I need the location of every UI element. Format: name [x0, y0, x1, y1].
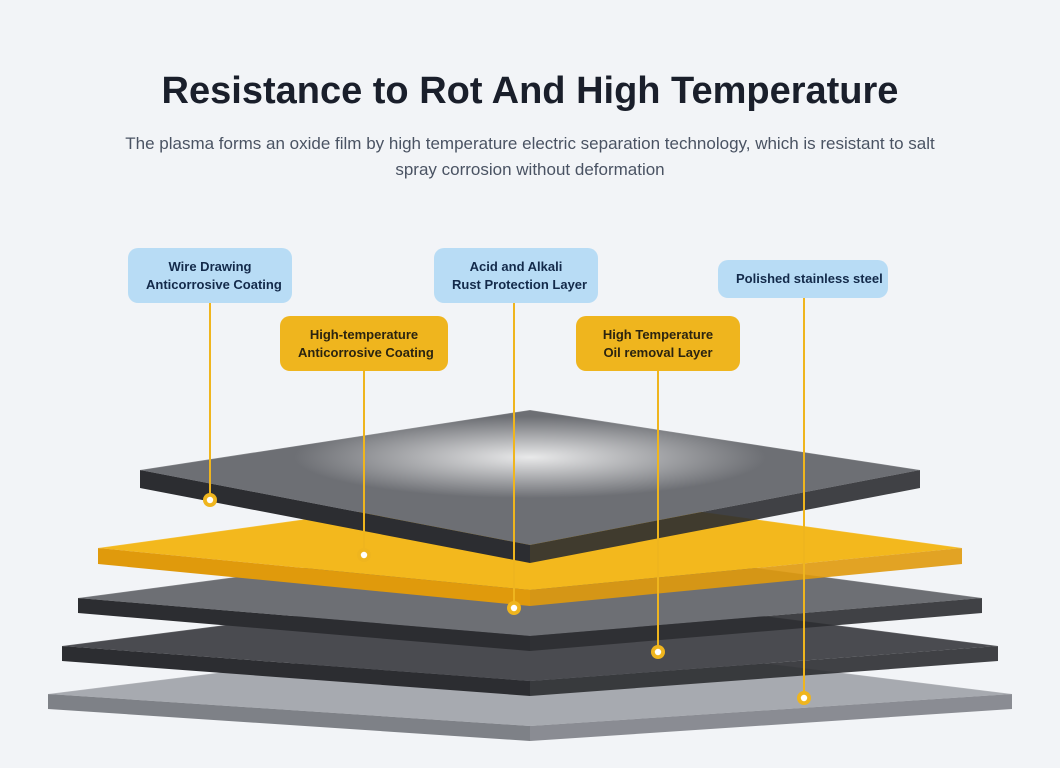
label-oil-removal: High TemperatureOil removal Layer: [576, 316, 740, 371]
label-wire-drawing: Wire DrawingAnticorrosive Coating: [128, 248, 292, 303]
diagram-svg: [0, 0, 1060, 768]
label-polished-steel: Polished stainless steel: [718, 260, 888, 298]
label-acid-alkali: Acid and AlkaliRust Protection Layer: [434, 248, 598, 303]
label-high-temp-coat: High-temperatureAnticorrosive Coating: [280, 316, 448, 371]
layers-diagram: Wire DrawingAnticorrosive Coating High-te…: [0, 0, 1060, 768]
